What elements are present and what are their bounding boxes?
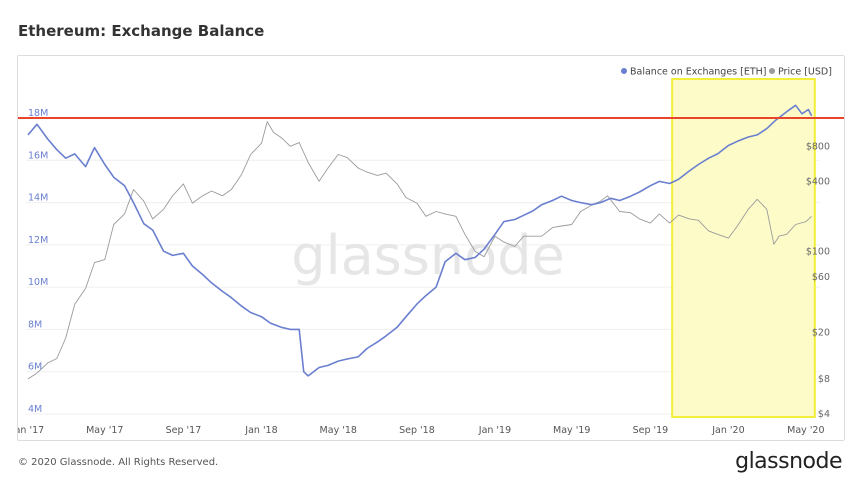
- right-tick-label: $400: [806, 176, 830, 187]
- highlight-box: [671, 78, 816, 418]
- right-axis-ticks: $4 $8 $20 $60 $100 $400 $800: [806, 141, 830, 420]
- x-tick-label: May '17: [86, 425, 123, 436]
- left-tick-label: 16M: [28, 150, 48, 161]
- left-tick-label: 14M: [28, 193, 48, 204]
- left-tick-label: 8M: [28, 319, 42, 330]
- legend[interactable]: Balance on Exchanges [ETH] Price [USD]: [621, 67, 832, 78]
- right-tick-label: $800: [806, 141, 830, 152]
- glassnode-logo[interactable]: glassnode: [735, 449, 842, 474]
- x-tick-label: Sep '18: [399, 425, 435, 436]
- legend-marker: [621, 68, 627, 74]
- balance-series: [27, 104, 813, 377]
- x-tick-label: May '19: [553, 425, 590, 436]
- x-tick-label: Sep '19: [633, 425, 669, 436]
- x-tick-label: Jan '18: [244, 425, 277, 436]
- left-tick-label: 6M: [28, 362, 42, 373]
- copyright-text: © 2020 Glassnode. All Rights Reserved.: [18, 457, 219, 468]
- right-tick-label: $8: [818, 374, 830, 385]
- legend-marker: [769, 68, 775, 74]
- right-tick-label: $100: [806, 246, 830, 257]
- right-tick-label: $60: [812, 272, 830, 283]
- x-tick-label: May '20: [787, 425, 824, 436]
- right-tick-label: $4: [818, 409, 830, 420]
- left-tick-label: 10M: [28, 277, 48, 288]
- left-axis-ticks: 4M 6M 8M 10M 12M 14M 16M 18M: [28, 108, 48, 415]
- chart-panel: glassnode 4M 6M 8M 10M 12M 14M 16M 18M $4 $8 $20 $…: [0, 55, 845, 441]
- x-tick-label: Sep '17: [166, 425, 202, 436]
- x-tick-label: Jan '20: [711, 425, 744, 436]
- chart-title: Ethereum: Exchange Balance: [18, 22, 265, 40]
- balance-line: [27, 104, 813, 377]
- right-tick-label: $20: [812, 328, 830, 339]
- left-tick-label: 4M: [28, 404, 42, 415]
- price-line: [27, 121, 812, 380]
- watermark: glassnode: [291, 224, 564, 287]
- legend-label: Balance on Exchanges [ETH]: [630, 67, 767, 78]
- legend-label: Price [USD]: [778, 67, 832, 78]
- x-tick-label: May '18: [320, 425, 357, 436]
- gridlines: [26, 117, 820, 415]
- left-tick-label: 12M: [28, 235, 48, 246]
- left-tick-label: 18M: [28, 108, 48, 119]
- x-tick-label: Jan '17: [18, 425, 44, 436]
- x-axis-ticks: Jan '17 May '17 Sep '17 Jan '18 May '18 Sep '…: [11, 425, 825, 436]
- x-tick-label: Jan '19: [478, 425, 511, 436]
- price-series: [27, 121, 812, 380]
